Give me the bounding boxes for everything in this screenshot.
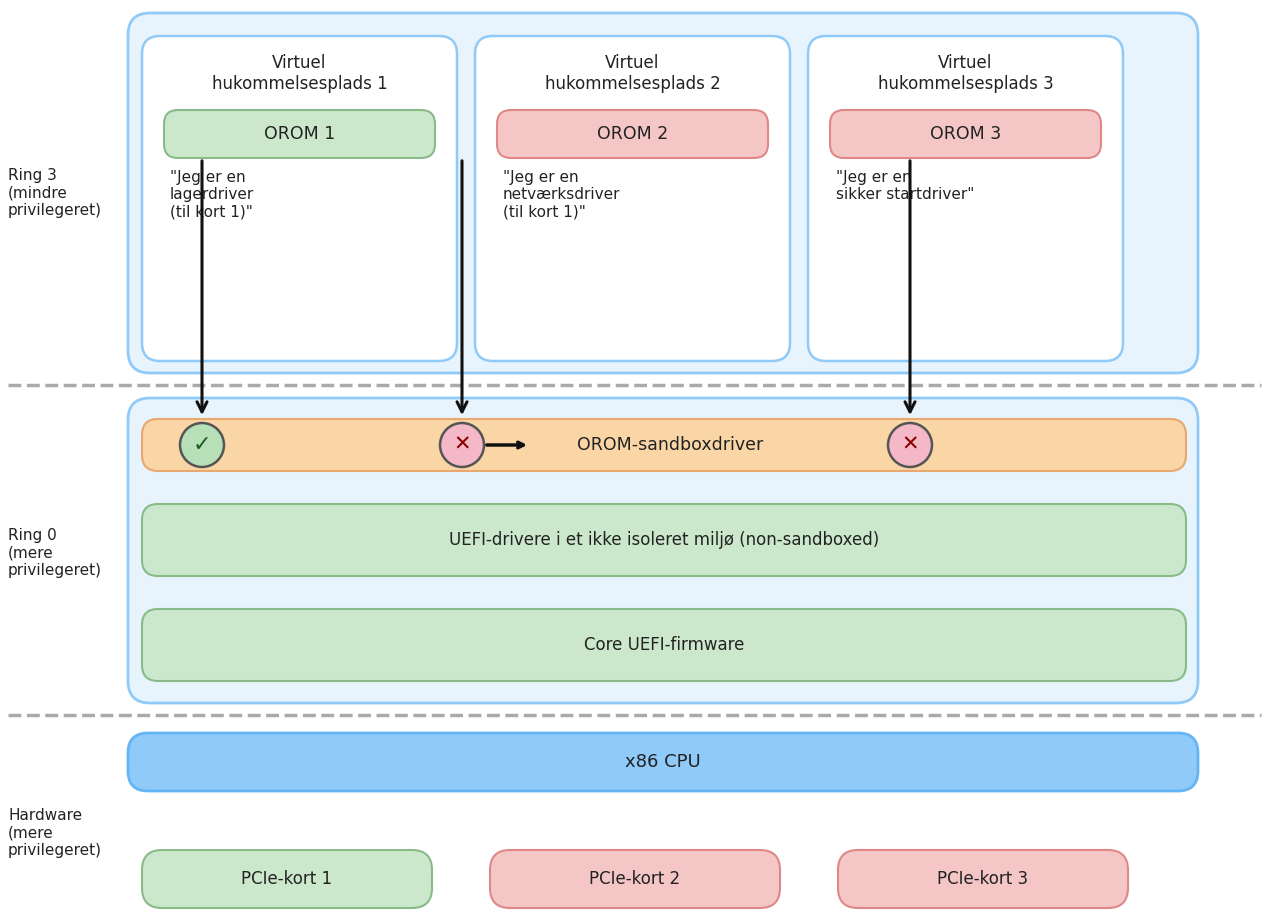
- Text: Virtuel
hukommelsesplads 3: Virtuel hukommelsesplads 3: [878, 54, 1053, 93]
- FancyBboxPatch shape: [838, 850, 1128, 908]
- Text: "Jeg er en
sikker startdriver": "Jeg er en sikker startdriver": [836, 170, 975, 202]
- Text: OROM 2: OROM 2: [596, 125, 667, 143]
- Text: ✓: ✓: [193, 435, 212, 455]
- Text: "Jeg er en
lagerdriver
(til kort 1)": "Jeg er en lagerdriver (til kort 1)": [170, 170, 254, 220]
- FancyBboxPatch shape: [142, 419, 1187, 471]
- FancyBboxPatch shape: [128, 398, 1198, 703]
- Text: UEFI-drivere i et ikke isoleret miljø (non-sandboxed): UEFI-drivere i et ikke isoleret miljø (n…: [449, 531, 879, 549]
- Text: Virtuel
hukommelsesplads 1: Virtuel hukommelsesplads 1: [212, 54, 387, 93]
- FancyBboxPatch shape: [142, 850, 431, 908]
- FancyBboxPatch shape: [490, 850, 780, 908]
- FancyBboxPatch shape: [808, 36, 1123, 361]
- Circle shape: [180, 423, 225, 467]
- FancyBboxPatch shape: [142, 504, 1187, 576]
- FancyBboxPatch shape: [497, 110, 768, 158]
- FancyBboxPatch shape: [164, 110, 435, 158]
- Circle shape: [888, 423, 931, 467]
- Text: ✕: ✕: [453, 435, 471, 455]
- Text: OROM 3: OROM 3: [930, 125, 1001, 143]
- Text: OROM 1: OROM 1: [264, 125, 335, 143]
- Text: OROM-sandboxdriver: OROM-sandboxdriver: [577, 436, 763, 454]
- FancyBboxPatch shape: [128, 733, 1198, 791]
- FancyBboxPatch shape: [830, 110, 1101, 158]
- FancyBboxPatch shape: [128, 13, 1198, 373]
- Text: ✕: ✕: [901, 435, 919, 455]
- Text: Ring 0
(mere
privilegeret): Ring 0 (mere privilegeret): [8, 528, 102, 578]
- Text: PCIe-kort 1: PCIe-kort 1: [241, 870, 332, 888]
- Text: PCIe-kort 2: PCIe-kort 2: [589, 870, 680, 888]
- Text: Ring 3
(mindre
privilegeret): Ring 3 (mindre privilegeret): [8, 168, 102, 218]
- Text: PCIe-kort 3: PCIe-kort 3: [938, 870, 1029, 888]
- FancyBboxPatch shape: [142, 36, 457, 361]
- Text: Core UEFI-firmware: Core UEFI-firmware: [584, 636, 744, 654]
- FancyBboxPatch shape: [475, 36, 791, 361]
- FancyBboxPatch shape: [142, 609, 1187, 681]
- Text: "Jeg er en
netværksdriver
(til kort 1)": "Jeg er en netværksdriver (til kort 1)": [503, 170, 621, 220]
- Text: Hardware
(mere
privilegeret): Hardware (mere privilegeret): [8, 809, 102, 857]
- Circle shape: [440, 423, 483, 467]
- Text: x86 CPU: x86 CPU: [626, 753, 700, 771]
- Text: Virtuel
hukommelsesplads 2: Virtuel hukommelsesplads 2: [544, 54, 721, 93]
